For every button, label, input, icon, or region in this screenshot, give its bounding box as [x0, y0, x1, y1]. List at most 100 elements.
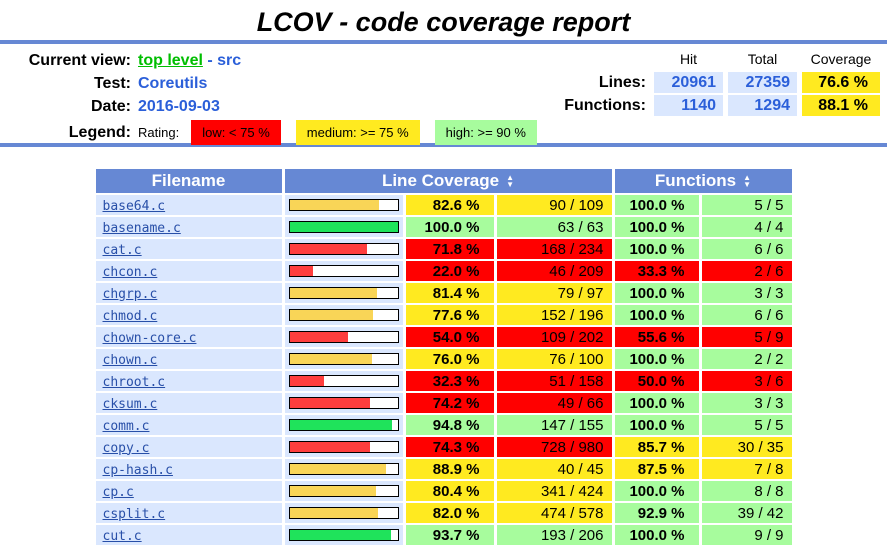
file-link[interactable]: chcon.c	[102, 264, 158, 280]
bar-cell	[284, 525, 403, 545]
func-pct-cell: 50.0 %	[614, 371, 699, 391]
file-link[interactable]: chmod.c	[102, 308, 158, 324]
date-label: Date:	[90, 98, 131, 115]
file-link[interactable]: cp-hash.c	[102, 462, 173, 478]
file-link[interactable]: cut.c	[102, 528, 142, 544]
coverage-bar	[288, 309, 399, 321]
file-link[interactable]: copy.c	[102, 440, 150, 456]
line-pct-cell: 93.7 %	[405, 525, 494, 545]
func-pct-cell: 100.0 %	[614, 393, 699, 413]
line-ratio-cell: 46 / 209	[496, 261, 612, 281]
coverage-table-body: base64.c 82.6 % 90 / 109 100.0 % 5 / 5 b…	[95, 195, 792, 545]
line-ratio-cell: 49 / 66	[496, 393, 612, 413]
file-link[interactable]: chown-core.c	[102, 330, 197, 346]
coverage-bar-fill	[289, 310, 374, 320]
coverage-bar-fill	[289, 376, 325, 386]
func-pct-cell: 33.3 %	[614, 261, 699, 281]
sort-line-coverage-icon[interactable]: ▲ ▼	[506, 172, 515, 189]
coverage-bar-fill	[289, 200, 379, 210]
functions-total-value: 1294	[728, 95, 797, 116]
file-link[interactable]: chown.c	[102, 352, 158, 368]
table-row: chmod.c 77.6 % 152 / 196 100.0 % 6 / 6	[95, 305, 792, 325]
coverage-bar	[288, 353, 399, 365]
func-pct-cell: 87.5 %	[614, 459, 699, 479]
func-pct-cell: 100.0 %	[614, 415, 699, 435]
func-pct-cell: 100.0 %	[614, 283, 699, 303]
page-title: LCOV - code coverage report	[256, 7, 631, 37]
func-ratio-cell: 2 / 6	[701, 261, 792, 281]
bar-cell	[284, 459, 403, 479]
file-cell: chgrp.c	[95, 283, 282, 303]
horizontal-rule-bottom	[0, 143, 887, 147]
coverage-bar	[288, 529, 399, 541]
file-link[interactable]: cat.c	[102, 242, 142, 258]
filename-column-header: Filename	[95, 169, 282, 193]
func-pct-cell: 92.9 %	[614, 503, 699, 523]
file-link[interactable]: cksum.c	[102, 396, 158, 412]
func-pct-cell: 100.0 %	[614, 525, 699, 545]
func-ratio-cell: 5 / 9	[701, 327, 792, 347]
breadcrumb-dash: -	[207, 52, 213, 69]
table-row: cksum.c 74.2 % 49 / 66 100.0 % 3 / 3	[95, 393, 792, 413]
summary-coverage-header: Coverage	[810, 51, 872, 67]
coverage-bar-fill	[289, 332, 348, 342]
line-pct-cell: 80.4 %	[405, 481, 494, 501]
coverage-bar	[288, 485, 399, 497]
file-link[interactable]: comm.c	[102, 418, 150, 434]
coverage-bar-fill	[289, 288, 378, 298]
line-pct-cell: 82.6 %	[405, 195, 494, 215]
table-row: cp-hash.c 88.9 % 40 / 45 87.5 % 7 / 8	[95, 459, 792, 479]
line-pct-cell: 32.3 %	[405, 371, 494, 391]
coverage-bar	[288, 419, 399, 431]
top-level-link[interactable]: top level	[138, 52, 203, 69]
line-ratio-cell: 147 / 155	[496, 415, 612, 435]
coverage-bar	[288, 397, 399, 409]
bar-cell	[284, 283, 403, 303]
func-ratio-cell: 39 / 42	[701, 503, 792, 523]
legend-low-badge: low: < 75 %	[191, 120, 281, 145]
line-coverage-header-label: Line Coverage	[381, 171, 500, 190]
file-link[interactable]: base64.c	[102, 198, 166, 214]
func-ratio-cell: 2 / 2	[701, 349, 792, 369]
bar-cell	[284, 371, 403, 391]
file-cell: base64.c	[95, 195, 282, 215]
lines-total-value: 27359	[728, 72, 797, 93]
func-ratio-cell: 5 / 5	[701, 195, 792, 215]
file-link[interactable]: basename.c	[102, 220, 181, 236]
coverage-table: Filename Line Coverage ▲ ▼ Functions ▲ ▼ bas…	[93, 167, 795, 547]
file-link[interactable]: csplit.c	[102, 506, 166, 522]
bar-cell	[284, 393, 403, 413]
bar-cell	[284, 349, 403, 369]
file-link[interactable]: chroot.c	[102, 374, 166, 390]
line-ratio-cell: 474 / 578	[496, 503, 612, 523]
file-link[interactable]: cp.c	[102, 484, 134, 500]
date-value: 2016-09-03	[138, 98, 220, 115]
line-pct-cell: 77.6 %	[405, 305, 494, 325]
bar-cell	[284, 305, 403, 325]
table-row: chcon.c 22.0 % 46 / 209 33.3 % 2 / 6	[95, 261, 792, 281]
line-ratio-cell: 40 / 45	[496, 459, 612, 479]
functions-hit-value: 1140	[654, 95, 723, 116]
coverage-bar	[288, 507, 399, 519]
file-link[interactable]: chgrp.c	[102, 286, 158, 302]
date-row: Date: 2016-09-03	[0, 95, 887, 118]
line-pct-cell: 76.0 %	[405, 349, 494, 369]
line-ratio-cell: 168 / 234	[496, 239, 612, 259]
sort-functions-icon[interactable]: ▲ ▼	[743, 172, 752, 189]
table-row: chgrp.c 81.4 % 79 / 97 100.0 % 3 / 3	[95, 283, 792, 303]
line-pct-cell: 71.8 %	[405, 239, 494, 259]
file-cell: comm.c	[95, 415, 282, 435]
line-ratio-cell: 341 / 424	[496, 481, 612, 501]
current-view-label: Current view:	[28, 52, 131, 69]
legend-label: Legend:	[68, 124, 131, 141]
functions-column-header: Functions ▲ ▼	[614, 169, 792, 193]
coverage-summary: Hit Total Coverage Lines: 20961 27359 76…	[564, 49, 880, 116]
legend-row: Legend: Rating: low: < 75 % medium: >= 7…	[0, 120, 887, 145]
file-cell: basename.c	[95, 217, 282, 237]
func-ratio-cell: 3 / 6	[701, 371, 792, 391]
filename-header-label: Filename	[151, 171, 226, 190]
line-ratio-cell: 63 / 63	[496, 217, 612, 237]
func-ratio-cell: 5 / 5	[701, 415, 792, 435]
func-pct-cell: 100.0 %	[614, 217, 699, 237]
current-view-value: top level - src	[138, 49, 241, 72]
